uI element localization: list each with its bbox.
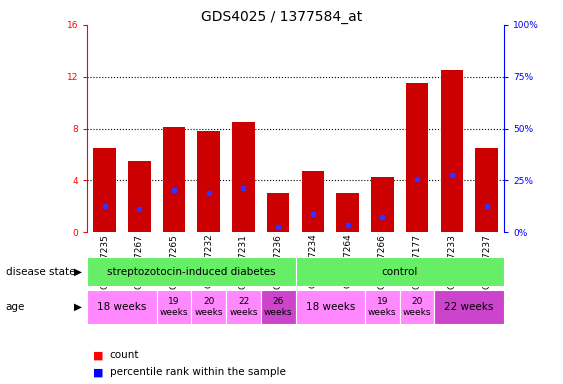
Text: ■: ■ [93, 367, 104, 377]
Text: age: age [6, 302, 25, 312]
Text: 26
weeks: 26 weeks [264, 298, 292, 317]
Bar [128, 161, 151, 232]
Text: disease state: disease state [6, 266, 75, 277]
Text: 18 weeks: 18 weeks [97, 302, 147, 312]
Bar [232, 122, 255, 232]
Text: 22 weeks: 22 weeks [444, 302, 494, 312]
Text: 19
weeks: 19 weeks [368, 298, 396, 317]
Text: 19
weeks: 19 weeks [160, 298, 188, 317]
Text: control: control [382, 266, 418, 277]
Bar [93, 148, 116, 232]
Text: count: count [110, 350, 139, 360]
Bar [475, 148, 498, 232]
Bar [267, 194, 289, 232]
Bar [302, 171, 324, 232]
Text: streptozotocin-induced diabetes: streptozotocin-induced diabetes [107, 266, 276, 277]
Text: 20
weeks: 20 weeks [195, 298, 223, 317]
Bar [336, 194, 359, 232]
Bar [406, 83, 428, 232]
Text: 20
weeks: 20 weeks [403, 298, 431, 317]
Bar [163, 127, 185, 232]
Bar [198, 131, 220, 232]
Text: GDS4025 / 1377584_at: GDS4025 / 1377584_at [201, 10, 362, 23]
Bar [371, 177, 394, 232]
Text: percentile rank within the sample: percentile rank within the sample [110, 367, 285, 377]
Text: ▶: ▶ [74, 302, 82, 312]
Text: ■: ■ [93, 350, 104, 360]
Text: 22
weeks: 22 weeks [229, 298, 258, 317]
Bar [440, 70, 463, 232]
Text: ▶: ▶ [74, 266, 82, 277]
Text: 18 weeks: 18 weeks [306, 302, 355, 312]
